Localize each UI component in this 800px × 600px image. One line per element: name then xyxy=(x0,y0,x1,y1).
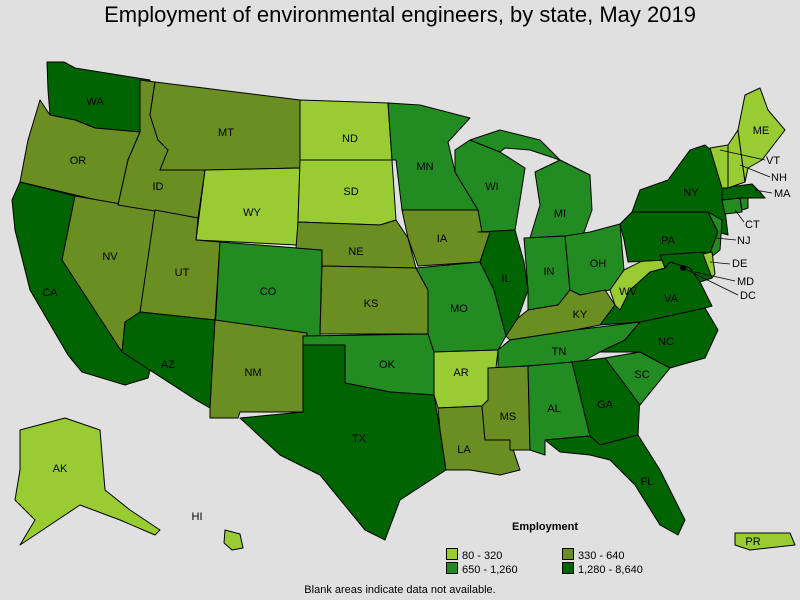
label-IL: IL xyxy=(501,273,510,285)
state-MT[interactable] xyxy=(149,81,301,171)
label-LA: LA xyxy=(457,444,471,456)
label-AZ: AZ xyxy=(161,359,175,371)
legend-swatch-4 xyxy=(562,562,574,574)
label-MN: MN xyxy=(416,161,433,173)
label-NV: NV xyxy=(102,251,118,263)
label-CA: CA xyxy=(42,287,58,299)
label-IN: IN xyxy=(544,266,555,278)
state-DE[interactable] xyxy=(702,251,716,279)
leader-DE xyxy=(709,261,731,265)
legend-swatch-3 xyxy=(446,562,458,574)
state-TX[interactable] xyxy=(239,344,447,541)
leader-CT xyxy=(734,209,745,223)
footnote: Blank areas indicate data not available. xyxy=(304,584,496,596)
label-CO: CO xyxy=(260,286,277,298)
legend-title: Employment xyxy=(512,521,579,533)
label-DC: DC xyxy=(740,290,756,302)
label-GA: GA xyxy=(597,399,614,411)
label-NM: NM xyxy=(244,367,261,379)
legend-swatch-2 xyxy=(562,548,574,560)
legend-swatch-1 xyxy=(446,548,458,560)
label-SD: SD xyxy=(343,186,358,198)
label-WI: WI xyxy=(485,181,498,193)
label-PA: PA xyxy=(661,235,676,247)
state-MA[interactable] xyxy=(721,183,766,201)
state-NC[interactable] xyxy=(599,307,719,369)
legend-item-4: 1,280 - 8,640 xyxy=(562,562,643,576)
label-HI: HI xyxy=(192,511,203,523)
label-WA: WA xyxy=(86,96,104,108)
label-DE: DE xyxy=(732,258,747,270)
label-VA: VA xyxy=(664,293,679,305)
label-VT: VT xyxy=(766,155,780,167)
label-NE: NE xyxy=(348,246,363,258)
leader-NH xyxy=(739,164,771,178)
state-HI[interactable] xyxy=(223,529,244,551)
state-AK[interactable] xyxy=(14,417,161,546)
label-NC: NC xyxy=(658,336,674,348)
legend-label-1: 80 - 320 xyxy=(462,550,503,562)
legend-item-1: 80 - 320 xyxy=(446,548,502,562)
state-PR[interactable] xyxy=(734,532,796,551)
label-CT: CT xyxy=(745,219,760,231)
legend-item-3: 650 - 1,260 xyxy=(446,562,518,576)
legend-label-4: 1,280 - 8,640 xyxy=(578,564,643,576)
label-PR: PR xyxy=(745,536,760,548)
label-OK: OK xyxy=(379,359,396,371)
leader-DC xyxy=(682,267,739,296)
label-OR: OR xyxy=(70,155,87,167)
state-MI-lower[interactable] xyxy=(529,159,593,239)
leader-MA xyxy=(754,189,773,194)
state-RI[interactable] xyxy=(739,197,749,211)
leader-NJ xyxy=(715,237,737,241)
label-WY: WY xyxy=(243,207,261,219)
label-MD: MD xyxy=(737,276,754,288)
label-NH: NH xyxy=(771,172,787,184)
label-ME: ME xyxy=(753,125,770,137)
state-ME[interactable] xyxy=(737,87,786,183)
label-NJ: NJ xyxy=(737,235,750,247)
legend-label-2: 330 - 640 xyxy=(578,550,625,562)
state-MS[interactable] xyxy=(481,365,531,451)
label-WV: WV xyxy=(619,286,637,298)
label-MS: MS xyxy=(500,411,517,423)
label-KS: KS xyxy=(364,298,379,310)
leader-VT xyxy=(719,149,766,161)
label-SC: SC xyxy=(634,369,649,381)
state-CT[interactable] xyxy=(721,197,743,215)
leader-MD xyxy=(694,271,736,282)
state-FL[interactable] xyxy=(544,434,686,536)
state-WV[interactable] xyxy=(609,254,666,311)
label-OH: OH xyxy=(590,258,607,270)
state-labels: WA OR CA NV ID MT WY UT CO AZ NM ND SD N… xyxy=(42,96,791,548)
label-IA: IA xyxy=(437,233,448,245)
label-TN: TN xyxy=(552,346,567,358)
label-FL: FL xyxy=(641,476,654,488)
legend-item-2: 330 - 640 xyxy=(562,548,624,562)
label-AK: AK xyxy=(53,463,68,475)
label-AL: AL xyxy=(547,403,560,415)
map-title: Employment of environmental engineers, b… xyxy=(104,2,696,27)
state-MI[interactable] xyxy=(469,129,561,161)
legend-label-3: 650 - 1,260 xyxy=(462,564,518,576)
state-ND[interactable] xyxy=(299,99,393,161)
label-KY: KY xyxy=(573,309,588,321)
label-MT: MT xyxy=(218,127,234,139)
label-NY: NY xyxy=(683,187,699,199)
label-AR: AR xyxy=(453,367,468,379)
label-MA: MA xyxy=(774,188,791,200)
label-ND: ND xyxy=(342,133,358,145)
label-UT: UT xyxy=(175,267,190,279)
label-MO: MO xyxy=(450,303,468,315)
label-ID: ID xyxy=(153,181,164,193)
label-TX: TX xyxy=(352,433,367,445)
label-MI: MI xyxy=(554,208,566,220)
